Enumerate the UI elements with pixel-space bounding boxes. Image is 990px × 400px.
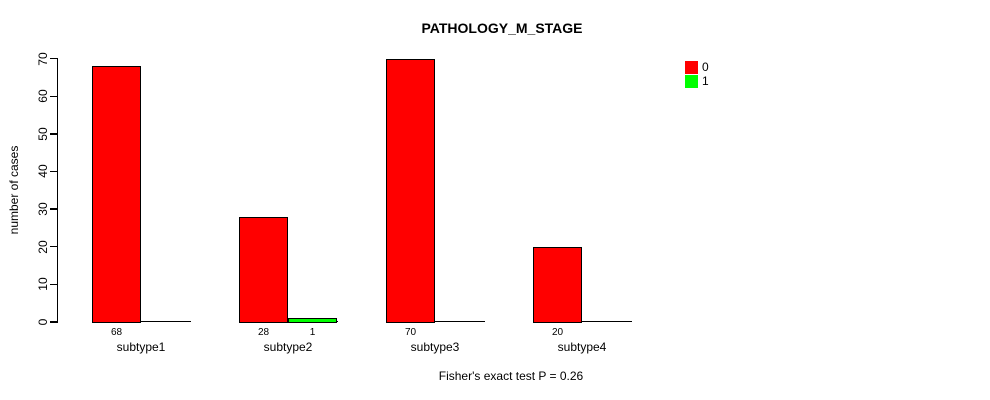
legend-entry-0: 0: [685, 61, 709, 74]
y-axis-tick: [50, 246, 57, 248]
bar-subtype2-series-1: [288, 318, 337, 323]
legend-label: 0: [702, 60, 709, 74]
y-axis-tick: [50, 283, 57, 286]
fisher-test-annotation: Fisher's exact test P = 0.26: [438, 369, 584, 383]
y-axis-tick-label: 30: [36, 202, 50, 216]
y-axis-tick: [50, 57, 57, 60]
legend-label: 1: [702, 74, 709, 88]
y-axis-tick-label: 50: [36, 127, 50, 141]
group-baseline: [385, 320, 485, 323]
chart-title: PATHOLOGY_M_STAGE: [421, 20, 583, 36]
y-axis-tick-label: 20: [36, 240, 50, 254]
x-axis-category-label: subtype3: [410, 340, 460, 354]
legend-swatch-icon: [685, 75, 698, 88]
bar-value-label: 70: [404, 327, 417, 338]
y-axis-tick-label: 60: [36, 89, 50, 103]
y-axis-tick: [50, 321, 57, 323]
x-axis-category-label: subtype4: [557, 340, 607, 354]
bar-value-label: 28: [257, 327, 270, 338]
group-baseline: [532, 320, 632, 323]
x-axis-category-label: subtype1: [116, 340, 166, 354]
bar-subtype2-series-0: [239, 216, 288, 323]
y-axis-tick: [50, 208, 57, 210]
y-axis-tick-label: 40: [36, 164, 50, 179]
bar-subtype4-series-0: [533, 246, 582, 323]
bar-value-label: 68: [110, 327, 123, 338]
y-axis-tick-label: 70: [36, 51, 50, 66]
y-axis-tick: [50, 133, 57, 135]
legend-swatch-icon: [685, 61, 698, 74]
x-axis-category-label: subtype2: [263, 340, 313, 354]
group-baseline: [91, 320, 191, 323]
bar-value-label: 1: [309, 327, 316, 338]
bar-subtype1-series-0: [92, 66, 141, 323]
y-axis-tick-label: 0: [36, 318, 50, 326]
y-axis-line: [57, 58, 59, 323]
bar-value-label: 20: [551, 327, 564, 338]
bar-subtype3-series-0: [386, 58, 435, 323]
y-axis-label: number of cases: [7, 145, 21, 235]
legend-entry-1: 1: [685, 75, 709, 88]
y-axis-tick: [50, 95, 57, 97]
y-axis-tick-label: 10: [36, 277, 50, 292]
y-axis-tick: [50, 170, 57, 173]
